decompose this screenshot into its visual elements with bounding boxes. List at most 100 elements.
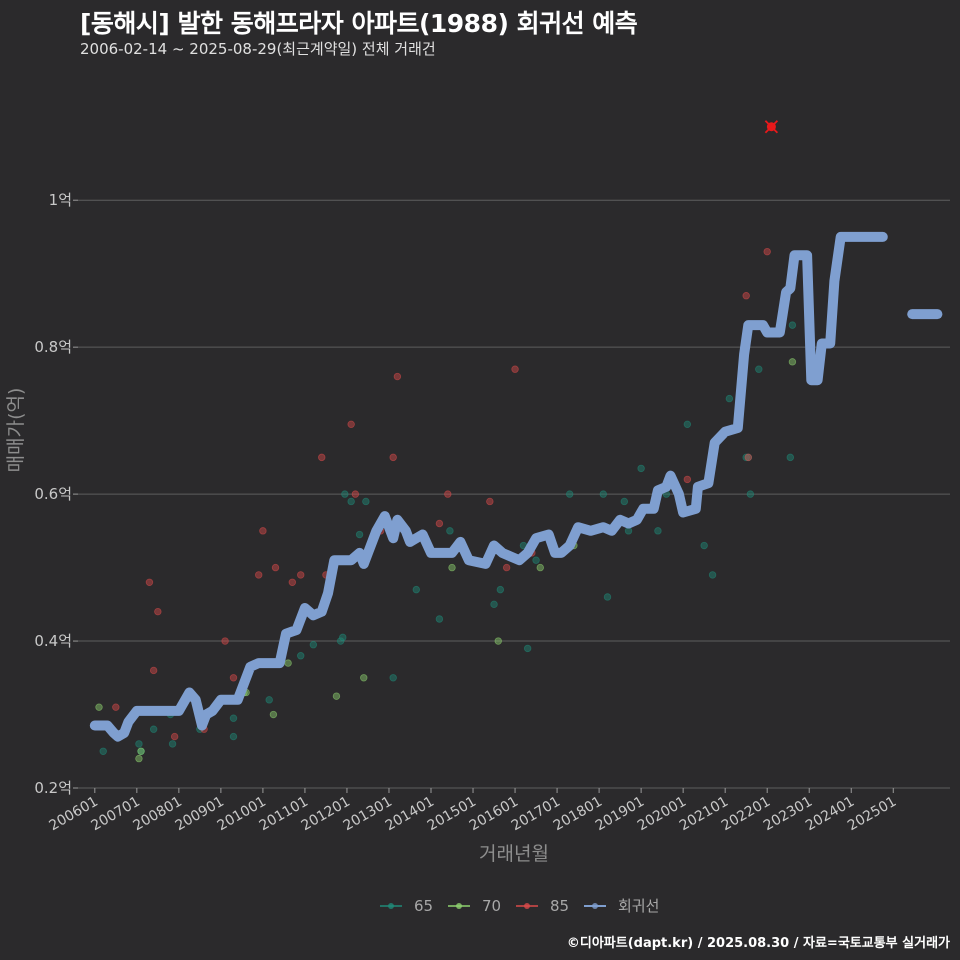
- legend-label: 65: [414, 897, 433, 915]
- point-65: [788, 321, 797, 329]
- point-65: [339, 633, 347, 642]
- point-65: [496, 585, 505, 594]
- outlier-cross: [764, 120, 779, 134]
- x-tick-label: 202501: [845, 794, 899, 835]
- point-85: [255, 571, 263, 579]
- legend-key-dot: [388, 903, 394, 909]
- legend-label: 70: [482, 897, 501, 915]
- point-85: [502, 563, 511, 572]
- point-85: [170, 732, 179, 741]
- point-85: [444, 490, 452, 498]
- y-axis-title: 매매가(억): [5, 388, 27, 473]
- point-65: [725, 394, 734, 403]
- point-65: [532, 556, 540, 564]
- chart-subtitle: 2006-02-14 ~ 2025-08-29(최근계약일) 전체 거래건: [80, 40, 436, 58]
- point-70: [269, 710, 278, 719]
- point-70: [536, 563, 544, 572]
- y-tick-label: 0.6억: [34, 485, 72, 503]
- outlier-marker: [764, 120, 779, 134]
- point-65: [683, 420, 692, 429]
- point-85: [221, 637, 229, 645]
- regression-line: [89, 231, 943, 742]
- point-65: [755, 365, 763, 373]
- point-65: [362, 497, 370, 506]
- point-85: [288, 578, 297, 586]
- y-tick-label: 1억: [49, 191, 72, 209]
- point-85: [259, 527, 267, 535]
- point-65: [700, 541, 708, 550]
- point-65: [99, 747, 107, 755]
- point-65: [490, 600, 498, 609]
- point-65: [624, 527, 633, 535]
- legend-label: 회귀선: [618, 897, 659, 915]
- point-70: [284, 659, 292, 667]
- point-70: [788, 358, 797, 366]
- x-axis-title: 거래년월: [479, 843, 549, 865]
- legend-key-dot: [456, 903, 462, 909]
- point-65: [786, 453, 795, 462]
- point-85: [318, 453, 326, 462]
- point-70: [135, 754, 143, 763]
- point-65: [309, 641, 318, 649]
- point-65: [637, 464, 645, 473]
- point-65: [446, 527, 454, 535]
- point-65: [229, 732, 238, 741]
- point-85: [486, 497, 494, 506]
- point-85: [145, 578, 154, 586]
- point-70: [494, 637, 502, 645]
- point-85: [154, 607, 162, 616]
- point-85: [683, 475, 692, 484]
- point-65: [565, 490, 574, 498]
- point-70: [360, 674, 368, 682]
- point-65: [746, 490, 755, 498]
- point-65: [654, 527, 662, 535]
- point-65: [412, 585, 420, 594]
- point-85: [149, 666, 158, 675]
- legend-label: 85: [550, 897, 569, 915]
- point-85: [511, 365, 519, 373]
- point-65: [603, 593, 612, 601]
- point-65: [389, 674, 397, 682]
- point-65: [135, 740, 143, 748]
- regression-path: [89, 231, 888, 742]
- source-caption: ©디아파트(dapt.kr) / 2025.08.30 / 자료=국토교통부 실…: [566, 936, 950, 951]
- point-85: [389, 453, 397, 462]
- point-85: [112, 703, 120, 711]
- point-65: [599, 490, 608, 498]
- point-65: [620, 497, 629, 506]
- point-65: [435, 615, 444, 623]
- point-85: [763, 247, 771, 256]
- legend-key-dot: [524, 903, 530, 909]
- point-70: [95, 703, 103, 711]
- point-85: [297, 571, 305, 579]
- point-65: [355, 530, 364, 539]
- point-85: [744, 453, 752, 462]
- point-65: [347, 497, 355, 506]
- point-85: [229, 674, 238, 682]
- point-65: [523, 644, 532, 653]
- point-65: [341, 490, 349, 498]
- point-70: [332, 692, 341, 700]
- point-85: [435, 519, 444, 528]
- point-65: [149, 725, 158, 733]
- chart-title: [동해시] 발한 동해프라자 아파트(1988) 회귀선 예측: [80, 9, 638, 38]
- y-tick-label: 0.8억: [34, 338, 72, 356]
- point-85: [393, 372, 402, 381]
- point-85: [271, 563, 280, 572]
- y-tick-label: 0.2억: [34, 779, 72, 797]
- point-65: [742, 453, 750, 462]
- point-70: [448, 563, 456, 572]
- point-65: [297, 652, 305, 660]
- legend-key-dot: [592, 903, 598, 909]
- point-70: [137, 747, 145, 755]
- y-axis-ticks: 0.2억 0.4억 0.6억 0.8억 1억: [34, 191, 78, 797]
- grid-lines: [78, 199, 950, 789]
- point-65: [265, 696, 273, 704]
- point-65: [708, 571, 717, 579]
- point-85: [351, 490, 360, 498]
- x-axis-ticks: 2006012007012008012009012010012011012012…: [47, 788, 899, 835]
- legend: 65 70 85 회귀선: [380, 897, 659, 915]
- point-65: [168, 740, 177, 748]
- y-tick-label: 0.4억: [34, 632, 72, 650]
